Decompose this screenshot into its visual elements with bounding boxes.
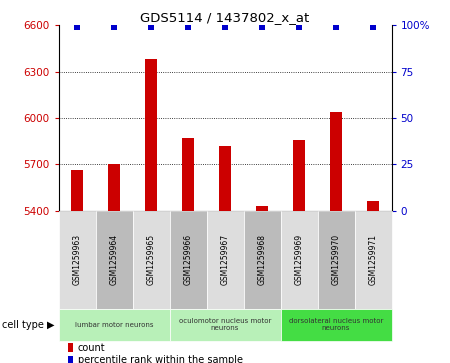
Text: oculomotor nucleus motor
neurons: oculomotor nucleus motor neurons: [179, 318, 271, 331]
Bar: [367, 201, 379, 211]
Text: GSM1259969: GSM1259969: [294, 234, 303, 285]
Text: lumbar motor neurons: lumbar motor neurons: [75, 322, 153, 328]
Text: GSM1259966: GSM1259966: [184, 234, 193, 285]
Text: GSM1259965: GSM1259965: [147, 234, 156, 285]
Text: GSM1259970: GSM1259970: [332, 234, 341, 285]
Text: GSM1259971: GSM1259971: [369, 234, 378, 285]
Bar: [256, 206, 269, 211]
Bar: [219, 146, 231, 211]
Bar: [108, 164, 121, 211]
Text: dorsolateral nucleus motor
neurons: dorsolateral nucleus motor neurons: [289, 318, 383, 331]
Bar: [181, 138, 194, 211]
Text: percentile rank within the sample: percentile rank within the sample: [77, 355, 243, 363]
Text: cell type ▶: cell type ▶: [1, 320, 54, 330]
Text: GSM1259964: GSM1259964: [109, 234, 118, 285]
Bar: [71, 170, 84, 211]
Bar: [292, 139, 306, 211]
Text: GSM1259968: GSM1259968: [257, 234, 266, 285]
Text: count: count: [77, 343, 105, 352]
Title: GDS5114 / 1437802_x_at: GDS5114 / 1437802_x_at: [140, 11, 310, 24]
Bar: [329, 112, 342, 211]
Text: GSM1259967: GSM1259967: [220, 234, 230, 285]
Text: GSM1259963: GSM1259963: [72, 234, 81, 285]
Bar: [144, 59, 158, 211]
